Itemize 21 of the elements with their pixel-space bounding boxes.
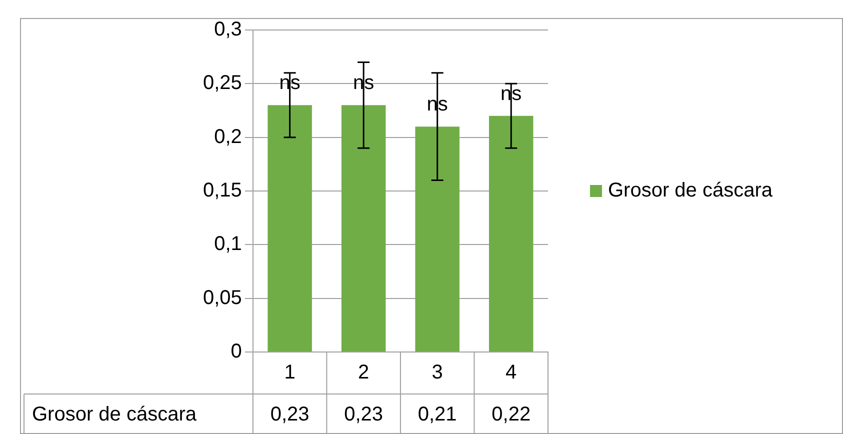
x-tick-label: 4 [506,362,517,384]
data-label: 0,23 [270,404,310,426]
data-label: 0,23 [344,404,384,426]
y-tick-label: 0,05 [202,286,242,309]
y-tick-label: 0,3 [214,18,242,41]
bar [268,105,312,352]
bar [488,116,534,352]
y-tick-label: 0,1 [214,233,242,256]
bar [415,126,460,352]
data-label: 0,21 [418,404,457,426]
y-tick-label: 0,25 [202,72,242,94]
data-label: 0,22 [492,404,531,426]
x-tick-label: 1 [284,362,296,384]
legend-label: Grosor de cáscara [608,180,774,202]
bar [341,105,386,352]
text: Grosor de cáscara [32,404,197,426]
x-tick-label: 3 [432,362,443,384]
y-tick-label: 0,15 [202,180,242,202]
y-tick-label: 0 [230,340,242,363]
x-tick-label: 2 [358,362,370,384]
y-tick-label: 0,2 [214,126,242,148]
